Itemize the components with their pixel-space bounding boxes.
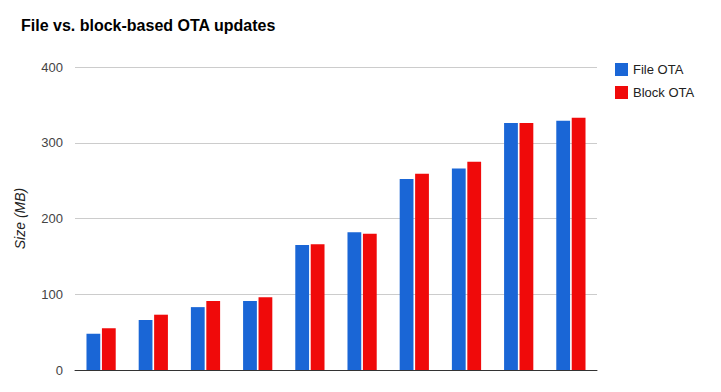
svg-text:File vs. block-based OTA updat: File vs. block-based OTA updates [21,17,275,34]
svg-text:File OTA: File OTA [633,62,684,77]
svg-text:Size (MB): Size (MB) [12,188,28,249]
svg-text:300: 300 [41,135,63,150]
svg-text:100: 100 [41,287,63,302]
svg-text:0: 0 [56,363,63,378]
svg-text:400: 400 [41,60,63,75]
svg-text:Block OTA: Block OTA [633,85,694,100]
svg-text:200: 200 [41,211,63,226]
